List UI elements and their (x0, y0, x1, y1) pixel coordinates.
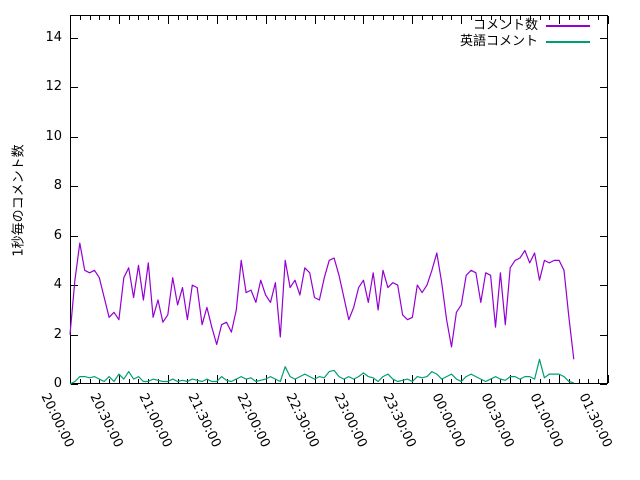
y-tick-label: 2 (53, 326, 62, 342)
axis-ticks (70, 16, 609, 385)
y-tick-label: 8 (53, 178, 62, 194)
legend-label-english-comments: 英語コメント (459, 34, 538, 49)
y-tick-label: 6 (53, 227, 62, 243)
y-tick-label: 12 (45, 79, 62, 95)
y-tick-label: 10 (45, 128, 62, 144)
y-tick-label: 14 (45, 30, 62, 45)
legend-label-comments: コメント数 (472, 18, 538, 33)
y-tick-label: 4 (53, 277, 62, 293)
y-tick-label: 0 (53, 376, 62, 391)
series-lines (69, 242, 575, 385)
legend-line-english-comments-sample (546, 41, 590, 43)
legend-line-comments-sample (546, 25, 590, 27)
series-line-1 (69, 358, 574, 385)
series-line-0 (69, 242, 575, 360)
y-axis-label: 1秒毎のコメント数 (11, 144, 27, 257)
plot-border (70, 15, 608, 384)
